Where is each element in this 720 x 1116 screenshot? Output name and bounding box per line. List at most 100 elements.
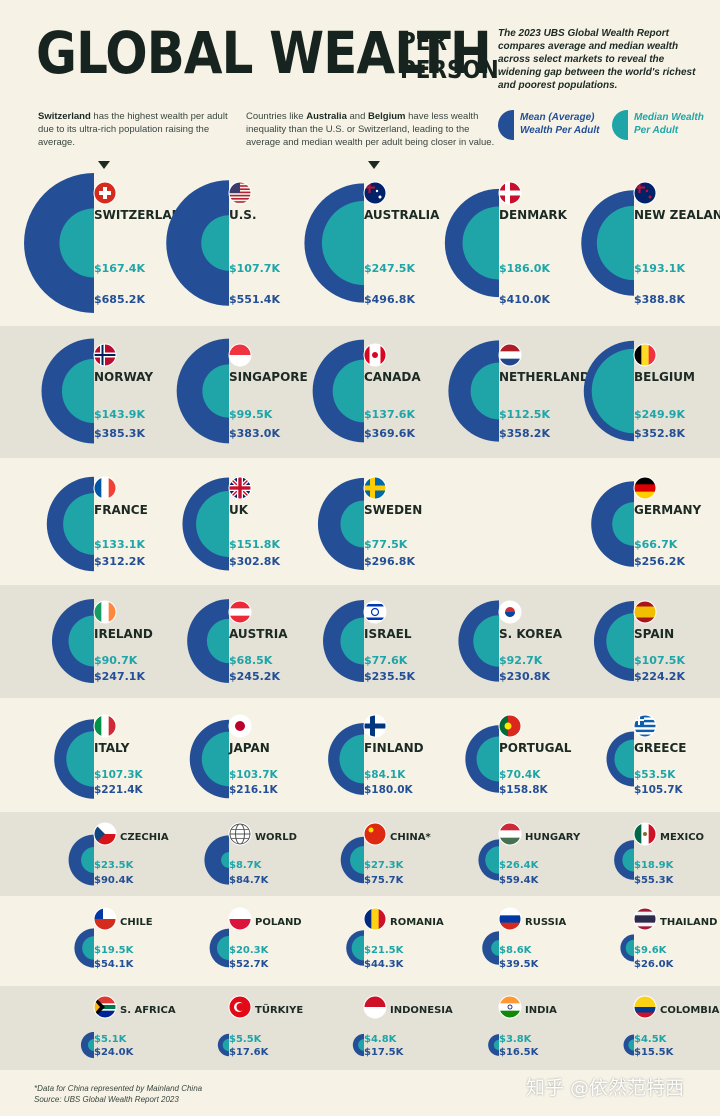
mean-value-label: $75.7K: [364, 875, 405, 886]
country-name: FRANCE: [94, 503, 148, 517]
median-semicircle: [222, 1038, 229, 1052]
median-value-label: $70.4K: [499, 769, 541, 781]
median-semicircle: [476, 736, 499, 782]
chile-flag: [93, 907, 117, 931]
italy-flag: [93, 714, 117, 738]
median-value-label: $21.5K: [364, 945, 405, 956]
country-name: HUNGARY: [525, 832, 581, 843]
median-value-label: $103.7K: [229, 769, 279, 781]
title-suffix-line2: PERSON: [400, 55, 499, 84]
country-name: SINGAPORE: [229, 370, 308, 384]
country-name: GERMANY: [634, 503, 702, 517]
mean-value-label: $105.7K: [634, 784, 684, 796]
switzerland-flag: [93, 181, 117, 205]
median-value-label: $193.1K: [634, 262, 685, 275]
spain-flag: [633, 600, 657, 624]
median-value-label: $99.5K: [229, 408, 273, 421]
mean-value-label: $385.3K: [94, 427, 145, 440]
median-semicircle: [61, 358, 94, 424]
country-name: AUSTRIA: [229, 627, 288, 641]
mean-value-label: $496.8K: [364, 293, 415, 306]
median-value-label: $112.5K: [499, 408, 550, 421]
thailand-flag: [633, 907, 657, 931]
median-value-label: $143.9K: [94, 408, 145, 421]
germany-flag: [633, 476, 657, 500]
country-name: CHILE: [120, 917, 153, 928]
turkiye-flag: [228, 995, 252, 1019]
median-value-label: $3.8K: [499, 1034, 533, 1045]
ireland-flag: [93, 600, 117, 624]
median-value-label: $107.5K: [634, 654, 685, 667]
mean-value-label: $59.4K: [499, 875, 540, 886]
mean-value-label: $235.5K: [364, 670, 415, 683]
mean-value-label: $221.4K: [94, 784, 144, 796]
denmark-flag: [498, 181, 522, 205]
country-name: POLAND: [255, 917, 302, 928]
country-name: NEW ZEALAND: [634, 208, 720, 222]
median-value-label: $23.5K: [94, 860, 135, 871]
israel-flag: [363, 600, 387, 624]
country-name: COLOMBIA: [660, 1005, 720, 1016]
median-semicircle: [625, 939, 634, 957]
footnote: *Data for China represented by Mainland …: [34, 1083, 202, 1105]
netherlands-flag: [498, 343, 522, 367]
mean-value-label: $15.5K: [634, 1047, 675, 1058]
country-name: TÜRKIYE: [255, 1002, 303, 1016]
median-semicircle: [358, 1039, 364, 1051]
median-value-label: $247.5K: [364, 262, 415, 275]
median-semicircle: [596, 205, 634, 281]
median-semicircle: [321, 200, 364, 286]
watermark: 知乎 @依然范特西: [526, 1077, 685, 1099]
legend-median-line1: Median Wealth: [634, 112, 704, 123]
median-semicircle: [470, 362, 499, 420]
median-value-label: $5.1K: [94, 1034, 128, 1045]
country-name: CHINA*: [390, 832, 432, 843]
median-semicircle: [201, 731, 229, 787]
median-semicircle: [606, 613, 634, 669]
median-semicircle: [201, 215, 229, 271]
mean-value-label: $26.0K: [634, 959, 675, 970]
median-semicircle: [87, 1038, 94, 1052]
median-semicircle: [485, 846, 499, 874]
note-text: Countries like: [246, 111, 307, 122]
legend-median-swatch: [612, 110, 628, 140]
median-semicircle: [81, 847, 94, 873]
page-title-suffix: PER PERSON: [400, 28, 499, 84]
norway-flag: [93, 343, 117, 367]
country-name: ITALY: [94, 741, 130, 755]
median-semicircle: [628, 1039, 634, 1051]
intro-text: The 2023 UBS Global Wealth Report compar…: [498, 28, 696, 91]
portugal-flag: [498, 714, 522, 738]
note-bold: Belgium: [368, 111, 406, 122]
country-name: MEXICO: [660, 832, 704, 843]
median-value-label: $186.0K: [499, 262, 550, 275]
country-name: S. KOREA: [499, 627, 563, 641]
median-value-label: $107.7K: [229, 262, 280, 275]
country-name: IRELAND: [94, 627, 153, 641]
median-semicircle: [350, 846, 364, 874]
median-value-label: $8.6K: [499, 945, 533, 956]
median-value-label: $18.9K: [634, 860, 675, 871]
mean-value-label: $388.8K: [634, 293, 685, 306]
mean-value-label: $52.7K: [229, 959, 270, 970]
country-name: ISRAEL: [364, 627, 412, 641]
country-name: NETHERLANDS: [499, 370, 599, 384]
legend-mean-line2: Wealth Per Adult: [520, 125, 600, 136]
south-africa-flag: [93, 995, 117, 1019]
median-semicircle: [202, 364, 229, 418]
country-name: INDIA: [525, 1005, 557, 1016]
poland-flag: [228, 907, 252, 931]
mean-value-label: $685.2K: [94, 293, 145, 306]
new-zealand-flag: [633, 181, 657, 205]
belgium-flag: [633, 343, 657, 367]
mean-value-label: $245.2K: [229, 670, 280, 683]
median-value-label: $92.7K: [499, 654, 543, 667]
note-text: has the highest wealth per adult due to …: [38, 111, 228, 148]
median-semicircle: [82, 936, 94, 960]
mean-value-label: $90.4K: [94, 875, 135, 886]
indonesia-flag: [363, 995, 387, 1019]
median-semicircle: [622, 848, 634, 872]
mean-value-label: $16.5K: [499, 1047, 540, 1058]
median-value-label: $107.3K: [94, 769, 144, 781]
